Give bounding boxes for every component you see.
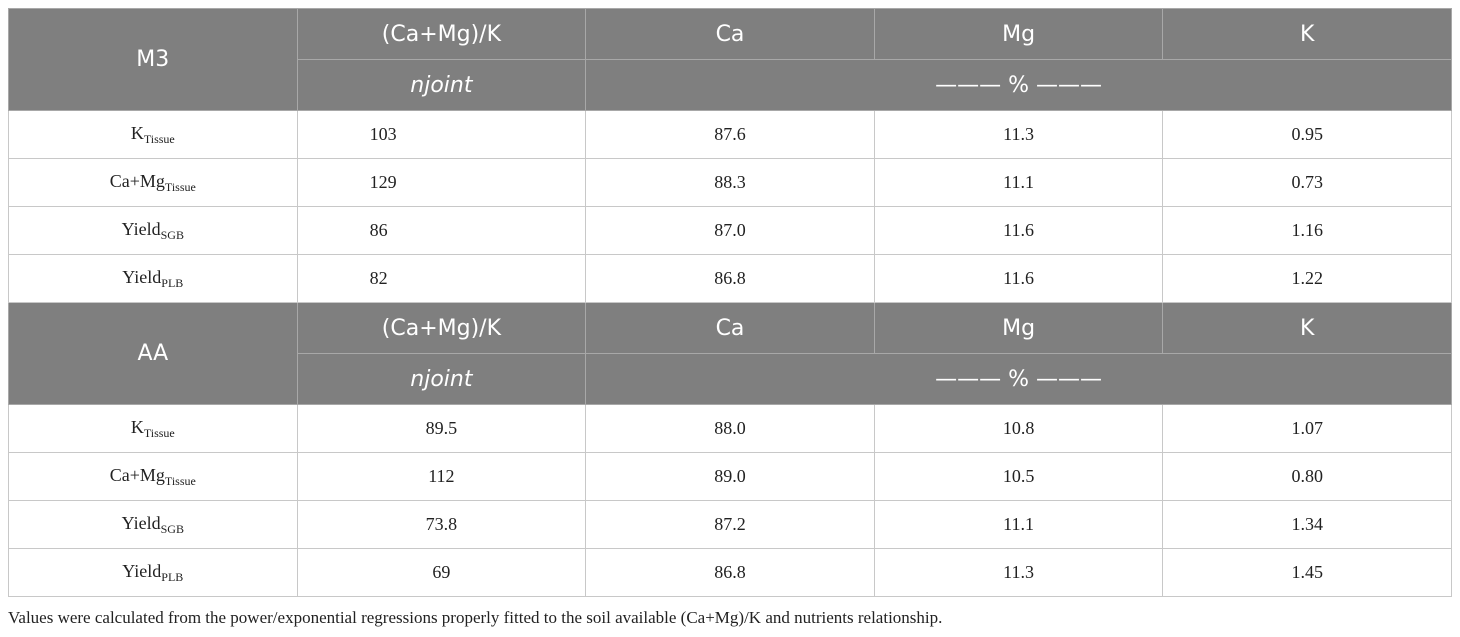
unit-label: njoint <box>296 59 587 111</box>
row-label-sub: Tissue <box>164 473 196 488</box>
row-label-base: K <box>130 416 144 437</box>
value-cell: 10.5 <box>873 452 1164 501</box>
value-cell: 82 <box>296 254 587 303</box>
data-row: YieldSGB 86 87.0 11.6 1.16 <box>8 206 1452 255</box>
unit-label: ——— % ——— <box>585 59 1452 111</box>
value-cell: 89.5 <box>296 404 587 453</box>
value-cell: 1.22 <box>1162 254 1452 303</box>
column-header: Ca <box>585 8 875 60</box>
value-cell: 73.8 <box>296 500 587 549</box>
value-cell: 86 <box>296 206 587 255</box>
column-header: K <box>1162 8 1452 60</box>
data-row: YieldSGB 73.8 87.2 11.1 1.34 <box>8 500 1452 549</box>
row-label-base: Ca+Mg <box>109 170 165 191</box>
value-cell: 0.80 <box>1162 452 1452 501</box>
row-label: YieldPLB <box>8 548 298 597</box>
value-cell: 103 <box>296 110 587 159</box>
value-cell: 112 <box>296 452 587 501</box>
row-label-base: Yield <box>121 512 161 533</box>
unit-row: njoint ——— % ——— <box>9 353 1452 405</box>
row-label-base: K <box>130 122 144 143</box>
row-label-sub: Tissue <box>164 179 196 194</box>
value-cell: 11.3 <box>873 548 1164 597</box>
value-cell: 0.73 <box>1162 158 1452 207</box>
row-label-sub: SGB <box>160 227 184 242</box>
value-cell: 88.0 <box>585 404 875 453</box>
value-cell: 1.34 <box>1162 500 1452 549</box>
data-row: YieldPLB 69 86.8 11.3 1.45 <box>8 548 1452 597</box>
section-label: AA <box>8 302 298 405</box>
unit-label: njoint <box>296 353 587 405</box>
value-cell: 87.6 <box>585 110 875 159</box>
data-row: Ca+MgTissue 112 89.0 10.5 0.80 <box>8 452 1452 501</box>
value-cell: 11.3 <box>873 110 1164 159</box>
value-cell: 89.0 <box>585 452 875 501</box>
row-label-base: Yield <box>122 560 162 581</box>
value-cell: 11.6 <box>873 254 1164 303</box>
row-label-base: Yield <box>122 266 162 287</box>
column-header: K <box>1162 302 1452 354</box>
value-cell: 69 <box>296 548 587 597</box>
row-label-sub: Tissue <box>143 425 175 440</box>
value-cell: 129 <box>296 158 587 207</box>
value-cell: 1.45 <box>1162 548 1452 597</box>
data-row: KTissue 103 87.6 11.3 0.95 <box>8 110 1452 159</box>
row-label-sub: PLB <box>161 275 184 290</box>
data-row: Ca+MgTissue 129 88.3 11.1 0.73 <box>8 158 1452 207</box>
row-label: YieldSGB <box>8 206 298 255</box>
value-cell: 87.0 <box>585 206 875 255</box>
row-label: Ca+MgTissue <box>8 158 298 207</box>
value-cell: 11.6 <box>873 206 1164 255</box>
column-header: (Ca+Mg)/K <box>296 8 587 60</box>
unit-row: njoint ——— % ——— <box>9 59 1452 111</box>
row-label: Ca+MgTissue <box>8 452 298 501</box>
row-label-base: Yield <box>121 218 161 239</box>
value-cell: 86.8 <box>585 548 875 597</box>
value-cell: 11.1 <box>873 158 1164 207</box>
row-label-sub: Tissue <box>143 131 175 146</box>
row-label: KTissue <box>8 110 298 159</box>
footnote: Values were calculated from the power/ex… <box>8 608 943 627</box>
column-header: (Ca+Mg)/K <box>296 302 587 354</box>
column-header: Ca <box>585 302 875 354</box>
data-row: YieldPLB 82 86.8 11.6 1.22 <box>8 254 1452 303</box>
header-row: M3 (Ca+Mg)/K Ca Mg K <box>8 8 1452 111</box>
unit-label: ——— % ——— <box>585 353 1452 405</box>
value-cell: 11.1 <box>873 500 1164 549</box>
value-cell: 1.16 <box>1162 206 1452 255</box>
value-cell: 88.3 <box>585 158 875 207</box>
row-label: YieldSGB <box>8 500 298 549</box>
header-row: AA (Ca+Mg)/K Ca Mg K <box>8 302 1452 405</box>
data-row: KTissue 89.5 88.0 10.8 1.07 <box>8 404 1452 453</box>
column-header: Mg <box>873 8 1164 60</box>
value-cell: 87.2 <box>585 500 875 549</box>
row-label-base: Ca+Mg <box>109 464 165 485</box>
value-cell: 1.07 <box>1162 404 1452 453</box>
row-label-sub: PLB <box>161 569 184 584</box>
row-label: YieldPLB <box>8 254 298 303</box>
column-header: Mg <box>873 302 1164 354</box>
value-cell: 86.8 <box>585 254 875 303</box>
row-label-sub: SGB <box>160 521 184 536</box>
row-label: KTissue <box>8 404 298 453</box>
section-label: M3 <box>8 8 298 111</box>
value-cell: 0.95 <box>1162 110 1452 159</box>
value-cell: 10.8 <box>873 404 1164 453</box>
